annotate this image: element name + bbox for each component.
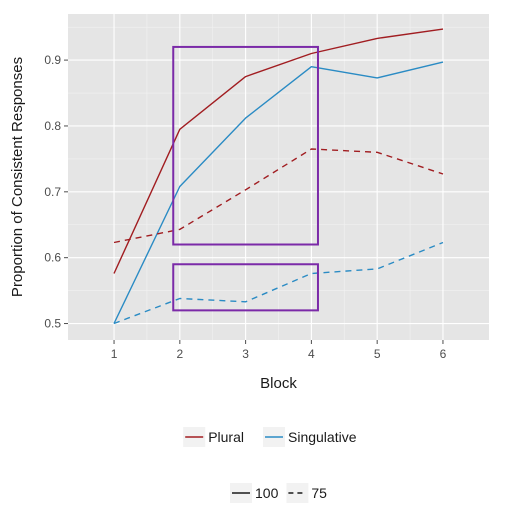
series-line-singulative-75 — [113, 241, 444, 325]
x-tick-label: 4 — [308, 347, 315, 361]
x-tick-label: 6 — [440, 347, 447, 361]
y-tick-label: 0.9 — [44, 53, 61, 67]
series-line-plural-75 — [113, 148, 444, 244]
legend-label: Singulative — [288, 429, 357, 445]
y-tick-label: 0.6 — [44, 251, 61, 265]
x-tick-label: 2 — [176, 347, 183, 361]
legend-label: 100 — [255, 485, 279, 501]
highlight-box — [172, 263, 319, 312]
x-tick-label: 3 — [242, 347, 249, 361]
y-tick-label: 0.5 — [44, 317, 61, 331]
axis-ticks: 1 2 3 4 5 6 0.5 0.6 0.7 0.8 0.9 — [44, 53, 446, 361]
x-tick-label: 1 — [111, 347, 118, 361]
series-layer — [113, 28, 444, 325]
series-line-plural-100 — [113, 28, 444, 274]
y-tick-label: 0.8 — [44, 119, 61, 133]
x-axis-title: Block — [260, 375, 297, 392]
series-line-singulative-100 — [113, 61, 444, 324]
grid-major — [68, 14, 489, 340]
legend-condition: 100 75 — [230, 483, 327, 503]
legend-group: Plural Singulative — [183, 427, 357, 447]
y-tick-label: 0.7 — [44, 185, 61, 199]
grid-minor — [68, 14, 489, 340]
y-axis-title: Proportion of Consistent Responses — [9, 57, 26, 297]
x-tick-label: 5 — [374, 347, 381, 361]
legend-label: 75 — [311, 485, 327, 501]
legend-label: Plural — [208, 429, 244, 445]
highlight-boxes — [172, 45, 319, 312]
highlight-box — [172, 45, 319, 246]
